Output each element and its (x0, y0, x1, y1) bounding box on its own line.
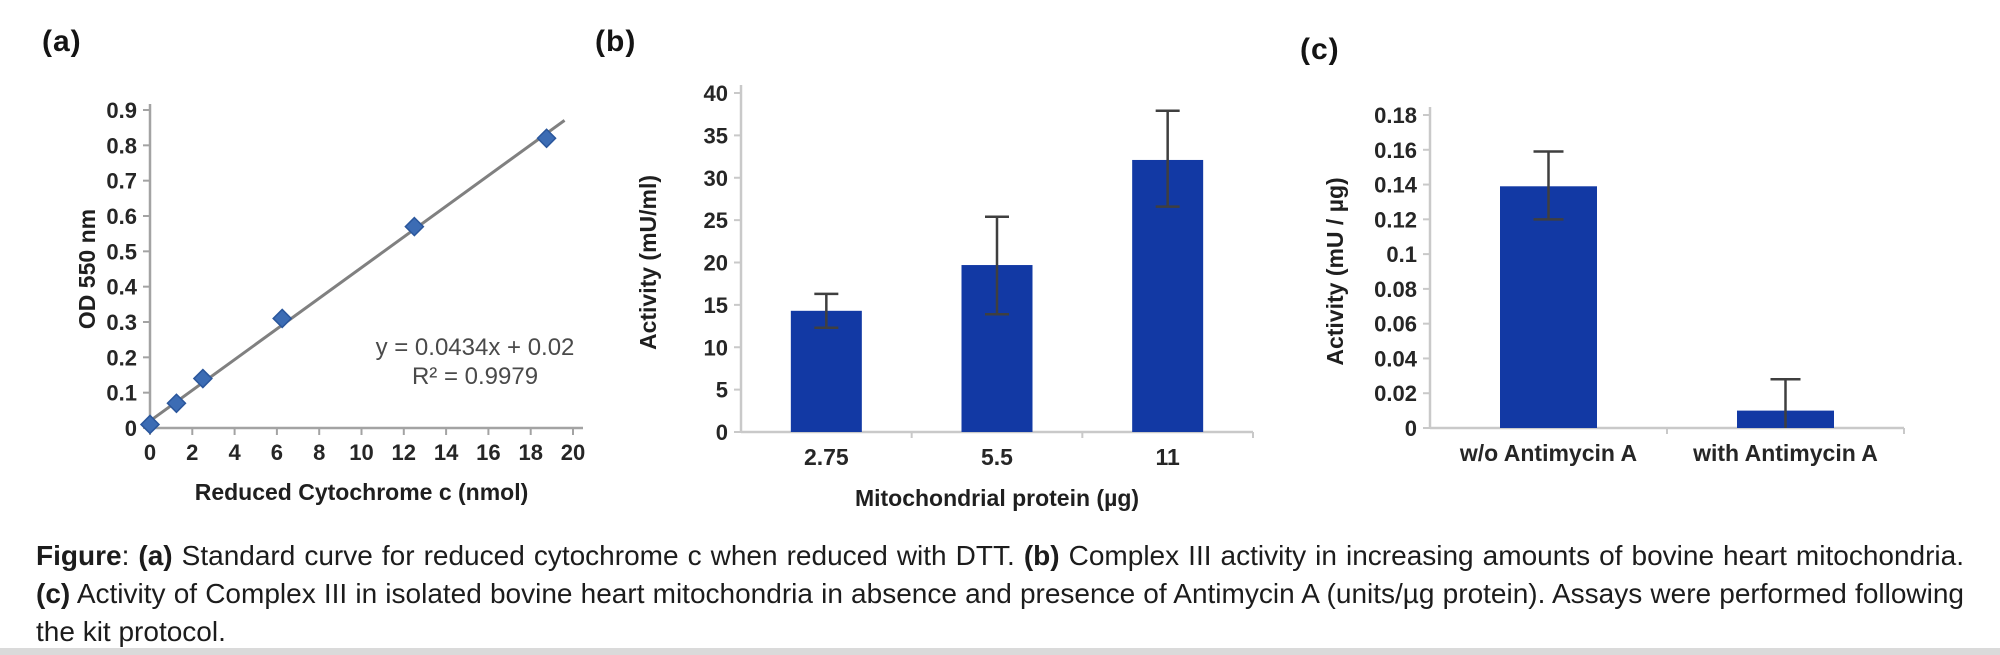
y-tick-label: 0.4 (106, 275, 137, 300)
category-label: with Antimycin A (1692, 440, 1878, 466)
panel-a-standard-curve: (a) 0 0.1 0.2 0.3 0.4 0.5 0.6 0.7 0.8 0.9 0 2 4 6 8 10 1… (35, 15, 595, 525)
trendline-equation: R² = 0.9979 (412, 363, 538, 390)
y-tick-label: 0.5 (106, 239, 137, 264)
caption-segment-1: : (121, 540, 139, 571)
y-tick-label: 0.16 (1374, 138, 1417, 163)
y-tick-label: 0.6 (106, 204, 137, 229)
y-axis-title: Activity (mU / µg) (1322, 177, 1348, 365)
y-tick-label: 0.14 (1374, 173, 1418, 198)
caption-segment-6: (c) (36, 578, 71, 609)
x-tick-label: 10 (349, 440, 373, 465)
panel-b-protein-titration: (b) 0 5 10 15 20 25 30 35 40 2.75 5.5 11 Mitochondri… (590, 15, 1275, 525)
bar (1500, 186, 1597, 428)
y-tick-label: 0.8 (106, 133, 137, 158)
trendline (149, 119, 566, 423)
y-tick-label: 25 (704, 208, 728, 233)
panel-c-label: (c) (1300, 33, 1340, 66)
y-axis-title: Activity (mU/ml) (635, 175, 661, 350)
y-tick-label: 0.18 (1374, 103, 1417, 128)
y-axis-title: OD 550 nm (74, 209, 100, 329)
data-point (536, 128, 557, 149)
trendline-equation: y = 0.0434x + 0.02 (376, 334, 575, 361)
y-tick-label: 0.04 (1374, 346, 1418, 371)
data-point (272, 308, 293, 329)
x-tick-label: 12 (392, 440, 416, 465)
y-tick-label: 40 (704, 81, 728, 106)
y-tick-label: 15 (704, 293, 728, 318)
x-tick-label: 18 (518, 440, 542, 465)
data-point (166, 393, 187, 414)
category-label: 5.5 (981, 444, 1013, 470)
x-axis-title: Mitochondrial protein (µg) (855, 485, 1139, 511)
y-tick-label: 0.9 (106, 98, 137, 123)
y-tick-label: 35 (704, 123, 728, 148)
x-tick-label: 6 (271, 440, 283, 465)
x-tick-label: 0 (144, 440, 156, 465)
y-tick-label: 5 (716, 378, 728, 403)
x-tick-label: 16 (476, 440, 500, 465)
caption-segment-3: Standard curve for reduced cytochrome c … (172, 540, 1024, 571)
y-tick-label: 0.1 (106, 381, 137, 406)
x-axis-title: Reduced Cytochrome c (nmol) (195, 479, 529, 505)
caption-segment-0: Figure (36, 540, 122, 571)
panel-c-antimycin-inhibition: (c) 0 0.02 0.04 0.06 0.08 0.1 0.12 0.14 0.16 0.18… (1285, 15, 2000, 525)
bar (790, 310, 862, 432)
antimycin-inhibition-chart: 0 0.02 0.04 0.06 0.08 0.1 0.12 0.14 0.16 0.18 w/o … (1322, 103, 1905, 466)
protein-titration-chart: 0 5 10 15 20 25 30 35 40 2.75 5.5 11 Mitochondrial p… (635, 81, 1254, 511)
category-label: 11 (1156, 444, 1181, 470)
caption-segment-5: Complex III activity in increasing amoun… (1059, 540, 1965, 571)
x-tick-label: 8 (313, 440, 325, 465)
x-tick-label: 2 (186, 440, 198, 465)
y-tick-label: 30 (704, 166, 728, 191)
x-tick-label: 20 (561, 440, 585, 465)
y-tick-label: 0.3 (106, 310, 137, 335)
y-tick-label: 0.02 (1374, 381, 1417, 406)
y-tick-label: 20 (704, 251, 728, 276)
panel-a-label: (a) (42, 25, 82, 58)
y-tick-label: 0.12 (1374, 207, 1417, 232)
y-tick-label: 0.1 (1386, 242, 1417, 267)
y-tick-label: 0 (716, 420, 728, 445)
data-point (139, 414, 161, 435)
y-tick-label: 0.08 (1374, 277, 1417, 302)
data-point (192, 368, 213, 389)
y-tick-label: 10 (704, 335, 728, 360)
y-tick-label: 0.7 (106, 169, 137, 194)
x-tick-label: 4 (228, 440, 241, 465)
figure-caption: Figure: (a) Standard curve for reduced c… (36, 537, 1964, 651)
category-label: w/o Antimycin A (1459, 440, 1637, 466)
caption-segment-2: (a) (138, 540, 173, 571)
category-label: 2.75 (804, 444, 849, 470)
x-tick-label: 14 (434, 440, 459, 465)
bottom-edge-strip (0, 648, 2000, 655)
panel-b-label: (b) (595, 25, 637, 58)
data-point (404, 216, 425, 237)
y-tick-label: 0.2 (106, 345, 137, 370)
y-tick-label: 0 (1405, 416, 1417, 441)
caption-segment-7: Activity of Complex III in isolated bovi… (36, 578, 1964, 647)
caption-segment-4: (b) (1023, 540, 1060, 571)
y-tick-label: 0.06 (1374, 312, 1417, 337)
y-tick-label: 0 (125, 416, 137, 441)
standard-curve-chart: 0 0.1 0.2 0.3 0.4 0.5 0.6 0.7 0.8 0.9 0 2 4 6 8 10 12 14 1… (74, 98, 585, 505)
